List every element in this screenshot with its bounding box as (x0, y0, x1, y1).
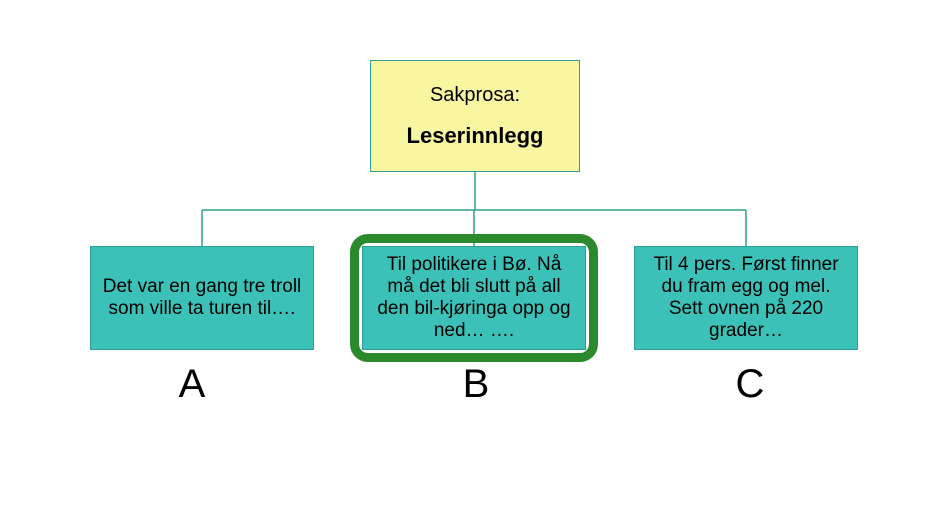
tree-diagram: Sakprosa: Leserinnlegg Det var en gang t… (0, 0, 944, 515)
option-label-c: C (720, 362, 780, 407)
child-node-b: Til politikere i Bø. Nå må det bli slutt… (362, 246, 586, 350)
root-node: Sakprosa: Leserinnlegg (370, 60, 580, 172)
root-subtitle: Sakprosa: (430, 84, 520, 107)
child-node-c: Til 4 pers. Først finner du fram egg og … (634, 246, 858, 350)
option-label-a: A (162, 362, 222, 407)
root-title: Leserinnlegg (407, 123, 544, 149)
child-node-a: Det var en gang tre troll som ville ta t… (90, 246, 314, 350)
child-text: Det var en gang tre troll som ville ta t… (99, 276, 305, 320)
child-text: Til politikere i Bø. Nå må det bli slutt… (371, 254, 577, 342)
option-label-b: B (446, 362, 506, 407)
child-text: Til 4 pers. Først finner du fram egg og … (643, 254, 849, 342)
